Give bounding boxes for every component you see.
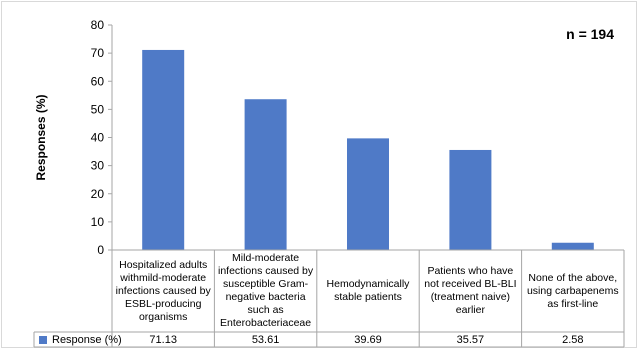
bar: [347, 138, 389, 250]
bar: [449, 149, 492, 250]
bar: [142, 49, 185, 251]
category-label: Mild-moderate infections caused by susce…: [218, 252, 314, 329]
legend-entry: Response (%): [39, 333, 122, 347]
category-label: Hemodynamically stable patients: [326, 278, 410, 303]
category-label: Patients who have not received BL-BLI (t…: [424, 265, 517, 316]
category-label: Hospitalized adults withmild-moderate in…: [115, 258, 211, 323]
y-tick-label: 10: [91, 215, 105, 229]
legend-swatch: [39, 336, 47, 344]
bar: [244, 99, 287, 250]
y-tick-label: 40: [91, 131, 105, 145]
y-tick-label: 30: [91, 159, 105, 173]
y-tick-label: 0: [97, 243, 104, 257]
y-tick-label: 70: [91, 46, 105, 60]
data-label: 35.57: [456, 334, 485, 346]
data-label: 71.13: [149, 334, 177, 346]
legend-label: Response (%): [52, 334, 122, 346]
bar: [551, 242, 594, 250]
data-label: 2.58: [562, 334, 584, 346]
category-label: None of the above, using carbapenems as …: [526, 271, 619, 310]
y-tick-label: 60: [91, 74, 105, 88]
y-axis-title: Responses (%): [34, 94, 48, 180]
y-tick-label: 80: [91, 18, 105, 32]
data-label: 53.61: [251, 334, 280, 346]
y-tick-label: 20: [91, 187, 105, 201]
y-tick-label: 50: [91, 102, 105, 116]
sample-size-annotation: n = 194: [566, 26, 614, 42]
data-label: 39.69: [354, 334, 382, 346]
